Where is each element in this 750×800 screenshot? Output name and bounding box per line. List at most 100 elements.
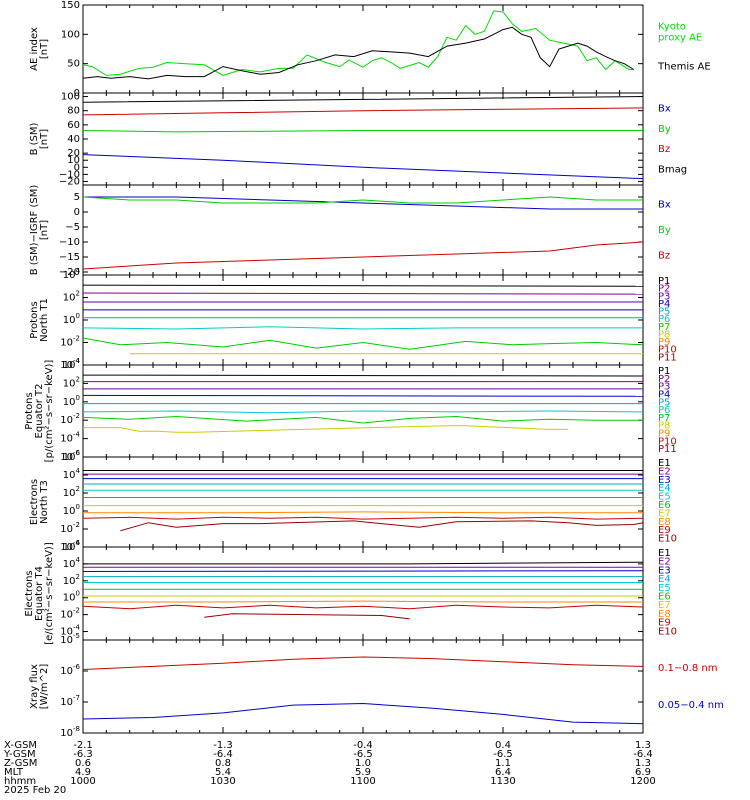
y-tick-label: 0 — [74, 162, 80, 173]
y-axis-label: ProtonsNorth T1 — [29, 298, 50, 342]
orbit-row-value: -0.4 — [353, 740, 373, 751]
orbit-row-value: 5.9 — [355, 767, 371, 778]
y-axis-label: ProtonsEquator T2[p/(cm²−s−sr−keV)] — [24, 360, 55, 463]
series-line-p7 — [82, 415, 643, 424]
y-tick-label: 0 — [74, 88, 80, 99]
y-tick-label: 10-5 — [60, 632, 80, 646]
series-line-bz — [82, 241, 644, 270]
y-axis-label: ElectronsEquator T4[e/(cm²−s−sr−keV)] — [24, 542, 55, 645]
orbit-row-value: 1130 — [490, 776, 515, 787]
legend-entry: E5 — [658, 583, 671, 594]
y-tick-label: 80 — [67, 106, 80, 117]
series-line-bz — [82, 107, 644, 116]
legend-entry: E1 — [658, 458, 671, 469]
legend-entry: E9 — [658, 525, 671, 536]
series-line-e1 — [83, 561, 644, 565]
legend-entry: P10 — [658, 345, 677, 356]
y-tick-label: 102 — [63, 485, 80, 499]
legend-entry: E6 — [658, 500, 671, 511]
legend-entry: E2 — [658, 466, 671, 477]
y-tick-label: 104 — [63, 267, 81, 281]
orbit-row-value: 1100 — [350, 776, 375, 787]
series-line-by — [82, 196, 643, 204]
orbit-row-label: X-GSM — [4, 740, 37, 751]
y-tick-label: 104 — [63, 357, 81, 371]
y-tick-label: 10-8 — [60, 725, 80, 739]
legend-entry: P11 — [658, 444, 677, 455]
legend-entry: Bz — [658, 144, 670, 155]
panel-frame — [82, 274, 644, 366]
y-tick-label: −10 — [59, 169, 80, 180]
orbit-row-value: -6.5 — [353, 749, 373, 760]
y-tick-label: −10 — [59, 237, 80, 248]
orbit-row-value: -6.3 — [73, 749, 93, 760]
orbit-row-label: hhmm — [4, 776, 36, 787]
orbit-row-value: -6.4 — [633, 749, 653, 760]
date-label: 2025 Feb 20 — [4, 785, 66, 796]
y-tick-label: 20 — [67, 148, 80, 159]
series-line-e9 — [82, 516, 644, 520]
y-tick-label: 106 — [63, 539, 81, 553]
legend-entry: Bmag — [658, 165, 687, 176]
y-tick-label: 5 — [74, 192, 80, 203]
series-line-e10 — [204, 613, 410, 620]
legend-entry: E7 — [658, 508, 671, 519]
legend-entry: E6 — [658, 592, 671, 603]
y-tick-label: 10-2 — [60, 607, 80, 621]
series-line-p7 — [82, 337, 644, 350]
orbit-row-value: 0.8 — [215, 758, 231, 769]
y-tick-label: 10-7 — [60, 694, 80, 708]
orbit-row-value: 1030 — [210, 776, 235, 787]
series-line-bmag — [82, 96, 644, 103]
orbit-footer: X-GSM -2.1 -1.3 -0.4 0.4 1.3 Y-GSM -6.3 -6.4 -6.5… — [3, 740, 656, 796]
legend-entry: P5 — [658, 397, 670, 408]
orbit-row-value: 0.4 — [495, 740, 511, 751]
y-tick-label: 10-2 — [60, 521, 80, 535]
series-line-e3 — [82, 570, 644, 572]
panel-frame — [82, 184, 644, 276]
y-tick-label: 10-6 — [60, 663, 80, 677]
y-tick-label: 100 — [61, 29, 80, 40]
series-line-e8 — [83, 511, 643, 514]
legend-entry: P7 — [658, 413, 670, 424]
y-axis-label: B (SM)−IGRF (SM)[nT] — [29, 185, 50, 276]
legend-entry: 0.1−0.8 nm — [658, 663, 717, 674]
legend-entry: P3 — [658, 382, 670, 393]
legend-entry: E5 — [658, 492, 671, 503]
series-line-0-05-0-4-nm — [82, 702, 644, 725]
legend-entry: E7 — [658, 600, 671, 611]
y-axis-label: B (SM)[nT] — [29, 122, 50, 155]
orbit-row-value: 6.4 — [495, 767, 511, 778]
legend-entry: P6 — [658, 405, 670, 416]
legend-entry: P10 — [658, 436, 677, 447]
legend-entry: P8 — [658, 329, 670, 340]
legend-entry: P1 — [658, 366, 670, 377]
legend-entry: E2 — [658, 557, 671, 568]
orbit-row-value: -6.4 — [213, 749, 233, 760]
series-line-bx — [83, 196, 643, 210]
y-tick-label: 10-2 — [60, 335, 80, 349]
series-line-themis-ae — [82, 26, 634, 80]
legend-entry: E10 — [658, 626, 677, 637]
legend-entry: By — [658, 225, 671, 236]
y-tick-label: 100 — [63, 590, 80, 604]
legend-entry: P5 — [658, 307, 670, 318]
legend-entry: E8 — [658, 517, 671, 528]
series-line-p6 — [82, 410, 644, 414]
legend-entry: P11 — [658, 352, 677, 363]
y-tick-label: 104 — [63, 556, 81, 570]
panel-frame — [82, 639, 644, 734]
y-tick-label: −20 — [59, 176, 80, 187]
legend-entry: E8 — [658, 609, 671, 620]
y-tick-label: −5 — [65, 222, 80, 233]
y-tick-label: −20 — [59, 267, 80, 278]
orbit-row-value: -2.1 — [73, 740, 93, 751]
panel-frame — [82, 546, 644, 641]
series-line-p6 — [82, 326, 643, 330]
y-tick-label: 40 — [67, 134, 80, 145]
y-tick-label: 100 — [63, 312, 80, 326]
